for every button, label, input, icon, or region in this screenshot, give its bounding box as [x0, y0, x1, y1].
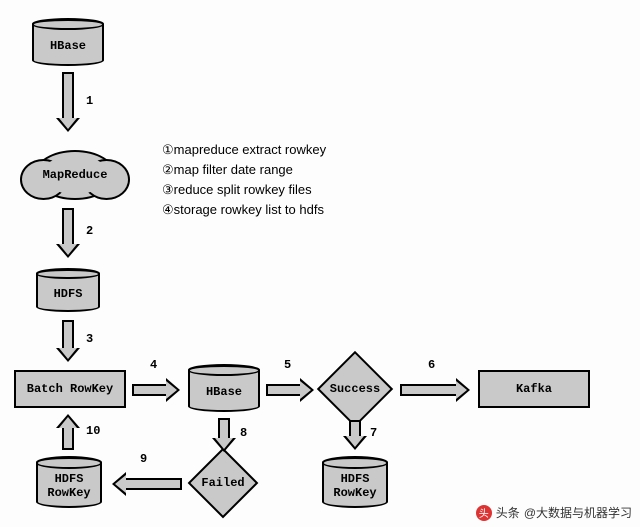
edge-2: [56, 208, 80, 258]
node-batch-rowkey: Batch RowKey: [14, 370, 126, 408]
node-label: HDFS: [54, 287, 83, 301]
node-label: HDFS RowKey: [333, 472, 376, 501]
node-hdfs-rowkey-1: HDFS RowKey: [36, 456, 102, 508]
watermark-text: @大数据与机器学习: [524, 504, 632, 521]
node-label: Success: [328, 362, 382, 416]
node-kafka: Kafka: [478, 370, 590, 408]
node-success: Success: [328, 362, 382, 416]
step-line: ④storage rowkey list to hdfs: [162, 200, 326, 220]
node-label: HBase: [50, 39, 86, 53]
edge-label: 6: [428, 358, 435, 372]
edge-7: [343, 420, 367, 450]
steps-annotation: ①mapreduce extract rowkey ②map filter da…: [162, 140, 326, 221]
node-mapreduce: MapReduce: [34, 150, 116, 200]
node-hbase-mid: HBase: [188, 364, 260, 412]
edge-1: [56, 72, 80, 132]
step-line: ③reduce split rowkey files: [162, 180, 326, 200]
node-label: HBase: [206, 385, 242, 399]
edge-label: 1: [86, 94, 93, 108]
edge-label: 7: [370, 426, 377, 440]
edge-10: [56, 414, 80, 450]
node-label: MapReduce: [43, 168, 108, 182]
node-failed: Failed: [198, 458, 248, 508]
edge-label: 10: [86, 424, 100, 438]
flowchart-canvas: HBase MapReduce HDFS Batch RowKey HBase …: [0, 0, 640, 527]
edge-label: 9: [140, 452, 147, 466]
watermark-prefix: 头条: [496, 504, 520, 521]
edge-label: 3: [86, 332, 93, 346]
edge-8: [212, 418, 236, 452]
edge-label: 4: [150, 358, 157, 372]
node-hdfs: HDFS: [36, 268, 100, 312]
node-label: HDFS RowKey: [47, 472, 90, 501]
watermark: 头 头条 @大数据与机器学习: [476, 504, 632, 521]
edge-label: 2: [86, 224, 93, 238]
node-label: Batch RowKey: [27, 382, 113, 396]
node-hdfs-rowkey-2: HDFS RowKey: [322, 456, 388, 508]
edge-6: [400, 378, 470, 402]
node-label: Kafka: [516, 382, 552, 396]
step-line: ②map filter date range: [162, 160, 326, 180]
node-hbase-top: HBase: [32, 18, 104, 66]
step-line: ①mapreduce extract rowkey: [162, 140, 326, 160]
node-label: Failed: [198, 458, 248, 508]
edge-5: [266, 378, 314, 402]
edge-9: [112, 472, 182, 496]
watermark-logo-icon: 头: [476, 505, 492, 521]
edge-3: [56, 320, 80, 362]
edge-label: 8: [240, 426, 247, 440]
edge-4: [132, 378, 180, 402]
edge-label: 5: [284, 358, 291, 372]
